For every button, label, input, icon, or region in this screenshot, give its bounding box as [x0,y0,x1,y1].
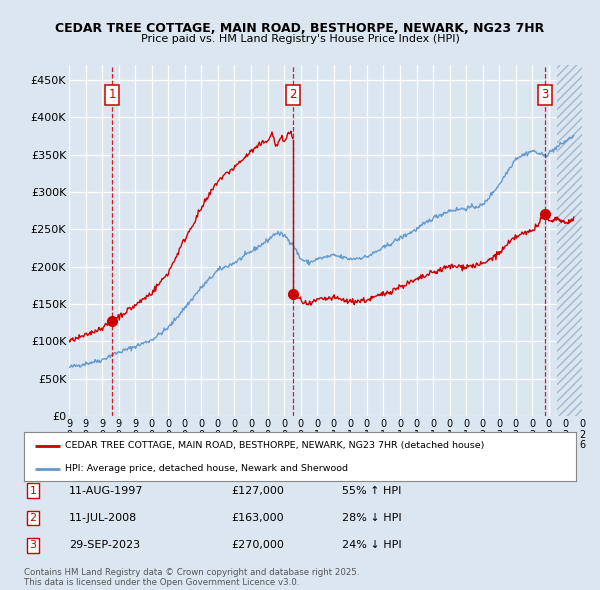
Text: £163,000: £163,000 [231,513,284,523]
Text: 2: 2 [29,513,37,523]
Text: 29-SEP-2023: 29-SEP-2023 [69,540,140,550]
Text: 55% ↑ HPI: 55% ↑ HPI [342,486,401,496]
Text: Contains HM Land Registry data © Crown copyright and database right 2025.
This d: Contains HM Land Registry data © Crown c… [24,568,359,587]
Text: £127,000: £127,000 [231,486,284,496]
Text: 2: 2 [289,88,296,101]
Text: £270,000: £270,000 [231,540,284,550]
Text: 11-AUG-1997: 11-AUG-1997 [69,486,143,496]
Text: 3: 3 [541,88,548,101]
Text: 1: 1 [29,486,37,496]
Text: 11-JUL-2008: 11-JUL-2008 [69,513,137,523]
Text: 3: 3 [29,540,37,550]
Text: 28% ↓ HPI: 28% ↓ HPI [342,513,401,523]
Text: 1: 1 [108,88,116,101]
Text: Price paid vs. HM Land Registry's House Price Index (HPI): Price paid vs. HM Land Registry's House … [140,34,460,44]
Text: CEDAR TREE COTTAGE, MAIN ROAD, BESTHORPE, NEWARK, NG23 7HR (detached house): CEDAR TREE COTTAGE, MAIN ROAD, BESTHORPE… [65,441,485,450]
Text: CEDAR TREE COTTAGE, MAIN ROAD, BESTHORPE, NEWARK, NG23 7HR: CEDAR TREE COTTAGE, MAIN ROAD, BESTHORPE… [55,22,545,35]
Text: HPI: Average price, detached house, Newark and Sherwood: HPI: Average price, detached house, Newa… [65,464,349,473]
Text: 24% ↓ HPI: 24% ↓ HPI [342,540,401,550]
